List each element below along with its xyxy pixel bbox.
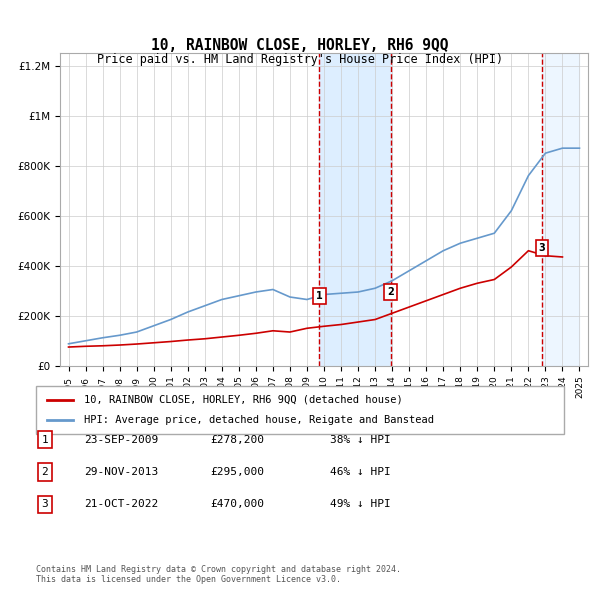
Text: 1: 1 bbox=[316, 291, 323, 301]
Text: 38% ↓ HPI: 38% ↓ HPI bbox=[330, 435, 391, 444]
Text: 2: 2 bbox=[387, 287, 394, 297]
Text: £470,000: £470,000 bbox=[210, 500, 264, 509]
Text: 3: 3 bbox=[41, 500, 49, 509]
Text: 3: 3 bbox=[539, 243, 545, 253]
Text: 10, RAINBOW CLOSE, HORLEY, RH6 9QQ (detached house): 10, RAINBOW CLOSE, HORLEY, RH6 9QQ (deta… bbox=[83, 395, 402, 405]
Text: 21-OCT-2022: 21-OCT-2022 bbox=[84, 500, 158, 509]
Bar bbox=[542, 53, 580, 366]
Text: 46% ↓ HPI: 46% ↓ HPI bbox=[330, 467, 391, 477]
Text: 10, RAINBOW CLOSE, HORLEY, RH6 9QQ: 10, RAINBOW CLOSE, HORLEY, RH6 9QQ bbox=[151, 38, 449, 53]
Text: Price paid vs. HM Land Registry's House Price Index (HPI): Price paid vs. HM Land Registry's House … bbox=[97, 53, 503, 66]
Text: £278,200: £278,200 bbox=[210, 435, 264, 444]
Text: £295,000: £295,000 bbox=[210, 467, 264, 477]
Bar bbox=[319, 53, 391, 366]
Text: 1: 1 bbox=[41, 435, 49, 444]
Text: 49% ↓ HPI: 49% ↓ HPI bbox=[330, 500, 391, 509]
Text: 29-NOV-2013: 29-NOV-2013 bbox=[84, 467, 158, 477]
Text: 23-SEP-2009: 23-SEP-2009 bbox=[84, 435, 158, 444]
Text: Contains HM Land Registry data © Crown copyright and database right 2024.
This d: Contains HM Land Registry data © Crown c… bbox=[36, 565, 401, 584]
FancyBboxPatch shape bbox=[36, 386, 564, 434]
Text: 2: 2 bbox=[41, 467, 49, 477]
Text: HPI: Average price, detached house, Reigate and Banstead: HPI: Average price, detached house, Reig… bbox=[83, 415, 434, 425]
